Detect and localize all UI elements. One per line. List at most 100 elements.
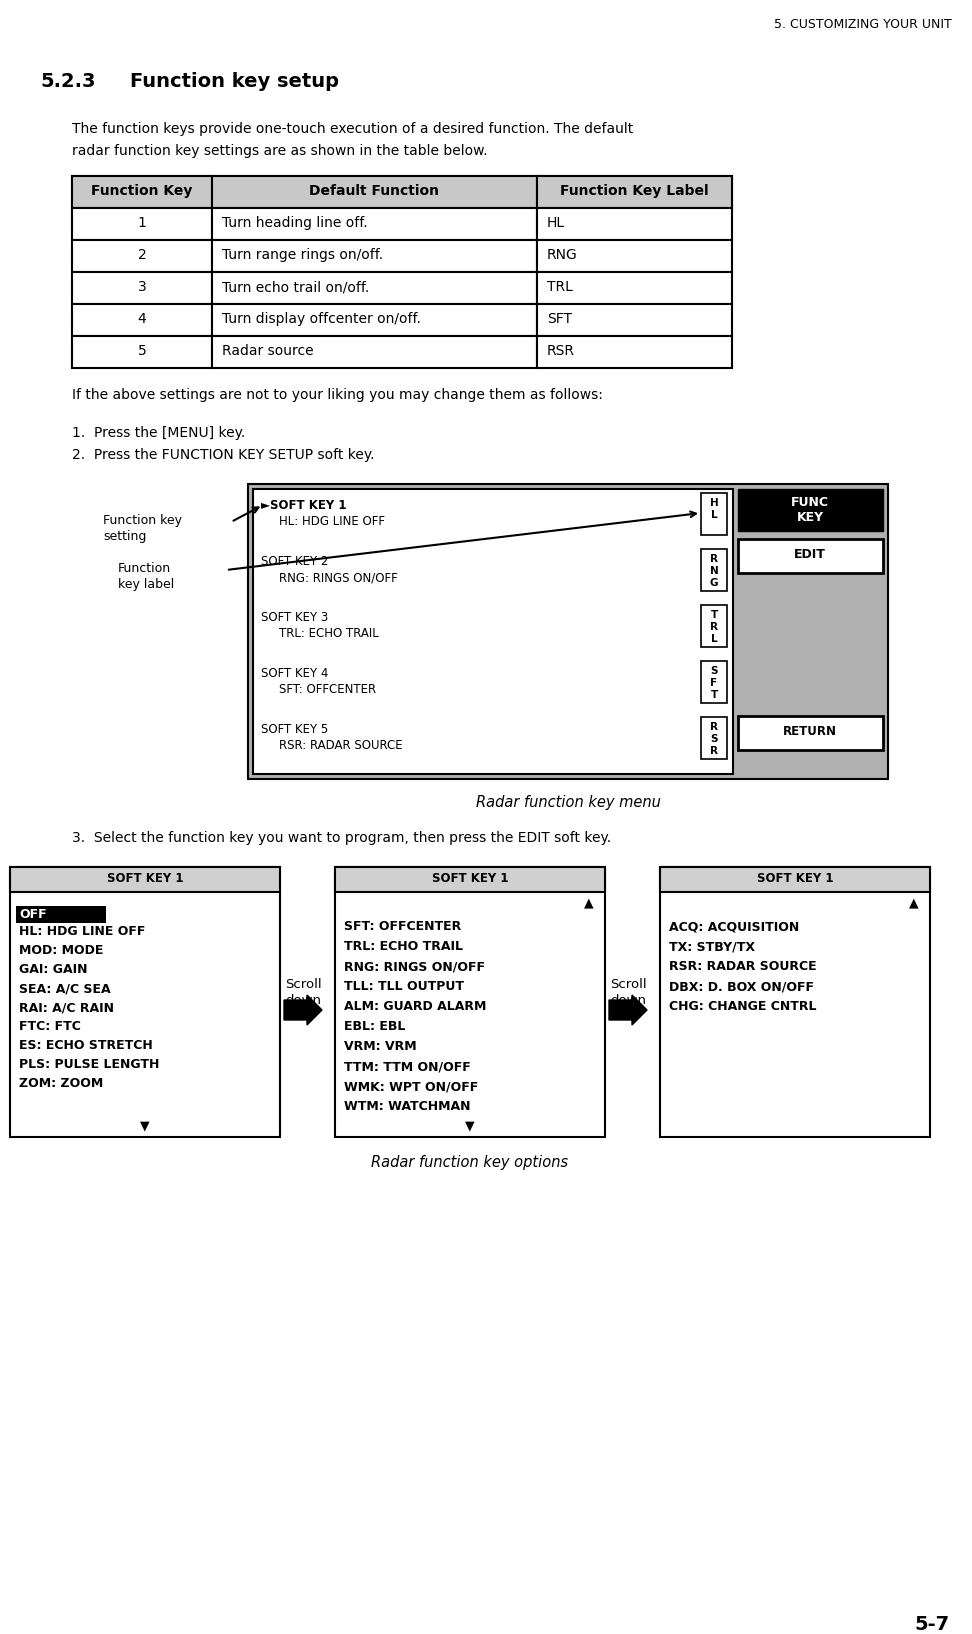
Bar [253,489,733,775]
Text: FTC: FTC: FTC: FTC [19,1020,81,1033]
Bar [72,208,212,240]
Bar [701,662,727,703]
Bar [738,716,883,750]
Bar [335,868,605,1137]
Text: EDIT: EDIT [794,547,826,560]
Text: OFF: OFF [19,909,47,922]
Text: Function key: Function key [103,515,182,528]
Text: Function Key Label: Function Key Label [560,185,709,198]
Bar [537,240,732,271]
Text: CHG: CHANGE CNTRL: CHG: CHANGE CNTRL [669,1000,816,1013]
Text: TTM: TTM ON/OFF: TTM: TTM ON/OFF [344,1060,470,1074]
Text: MOD: MODE: MOD: MODE [19,944,103,958]
Text: T: T [711,609,717,619]
Text: Turn display offcenter on/off.: Turn display offcenter on/off. [222,312,421,327]
Bar [72,176,212,208]
Text: R: R [710,722,718,732]
Text: Radar source: Radar source [222,345,314,358]
Text: S: S [711,667,717,676]
Text: 2.  Press the FUNCTION KEY SETUP soft key.: 2. Press the FUNCTION KEY SETUP soft key… [72,448,374,462]
Text: 5.2.3: 5.2.3 [40,72,95,92]
Text: 5-7: 5-7 [915,1614,950,1634]
Text: ▲: ▲ [909,895,919,909]
Text: ZOM: ZOOM: ZOM: ZOOM [19,1077,103,1090]
Bar [660,868,930,1137]
Text: ►SOFT KEY 1: ►SOFT KEY 1 [261,498,346,511]
Text: 3.  Select the function key you want to program, then press the EDIT soft key.: 3. Select the function key you want to p… [72,832,611,845]
Text: SOFT KEY 4: SOFT KEY 4 [261,667,329,680]
Text: R: R [710,623,718,632]
Text: SOFT KEY 1: SOFT KEY 1 [757,873,833,886]
Text: TLL: TLL OUTPUT: TLL: TLL OUTPUT [344,980,464,993]
Text: ▲: ▲ [584,895,594,909]
Text: G: G [710,578,718,588]
Text: TRL: ECHO TRAIL: TRL: ECHO TRAIL [344,940,463,953]
Bar [738,489,883,531]
Text: SOFT KEY 2: SOFT KEY 2 [261,556,329,569]
Bar [72,304,212,337]
Bar [72,337,212,368]
Text: down: down [610,993,646,1007]
Text: SFT: SFT [547,312,572,327]
Text: The function keys provide one-touch execution of a desired function. The default: The function keys provide one-touch exec… [72,123,633,136]
Text: HL: HDG LINE OFF: HL: HDG LINE OFF [279,515,385,528]
Text: T: T [711,690,717,699]
Bar [72,176,732,208]
Text: HL: HDG LINE OFF: HL: HDG LINE OFF [19,925,146,938]
Text: Scroll: Scroll [285,979,322,990]
Bar [72,240,212,271]
Text: SOFT KEY 1: SOFT KEY 1 [432,873,508,886]
Text: SFT: OFFCENTER: SFT: OFFCENTER [279,683,376,696]
Bar [537,208,732,240]
Text: S: S [711,734,717,743]
Bar [660,868,930,892]
Text: SOFT KEY 3: SOFT KEY 3 [261,611,329,624]
Text: Function key setup: Function key setup [130,72,339,92]
Text: 4: 4 [138,312,147,327]
Text: FUNC: FUNC [791,497,829,510]
Bar [701,493,727,534]
Bar [212,176,537,208]
Bar [701,717,727,760]
Text: Radar function key menu: Radar function key menu [475,796,660,810]
Text: VRM: VRM: VRM: VRM [344,1039,417,1052]
Bar [212,271,537,304]
Text: 5: 5 [138,345,147,358]
Bar [10,868,280,892]
Text: Default Function: Default Function [309,185,439,198]
Text: WTM: WATCHMAN: WTM: WATCHMAN [344,1100,470,1113]
Text: Radar function key options: Radar function key options [371,1155,569,1170]
Text: ES: ECHO STRETCH: ES: ECHO STRETCH [19,1039,153,1052]
Text: Turn heading line off.: Turn heading line off. [222,216,367,230]
Text: RSR: RSR [547,345,575,358]
Bar [738,539,883,574]
Bar [16,905,106,923]
Bar [212,208,537,240]
Text: RSR: RADAR SOURCE: RSR: RADAR SOURCE [669,961,816,972]
Text: down: down [285,993,321,1007]
Bar [212,337,537,368]
Bar [537,176,732,208]
Bar [248,484,888,779]
Text: RAI: A/C RAIN: RAI: A/C RAIN [19,1002,114,1015]
Bar [701,605,727,647]
Bar [701,549,727,592]
Text: Turn range rings on/off.: Turn range rings on/off. [222,248,383,261]
Text: Scroll: Scroll [609,979,646,990]
Text: H: H [710,498,718,508]
Text: PLS: PULSE LENGTH: PLS: PULSE LENGTH [19,1057,159,1070]
Text: setting: setting [103,529,147,542]
Text: radar function key settings are as shown in the table below.: radar function key settings are as shown… [72,144,488,158]
Text: Function Key: Function Key [91,185,192,198]
Text: L: L [711,634,717,644]
Bar [537,337,732,368]
Text: 1: 1 [138,216,147,230]
Text: R: R [710,554,718,564]
Bar [72,271,212,304]
Bar [10,868,280,1137]
Text: SOFT KEY 5: SOFT KEY 5 [261,722,329,735]
Text: If the above settings are not to your liking you may change them as follows:: If the above settings are not to your li… [72,387,603,402]
Text: ▼: ▼ [140,1119,150,1132]
Text: L: L [711,510,717,520]
Text: F: F [711,678,717,688]
